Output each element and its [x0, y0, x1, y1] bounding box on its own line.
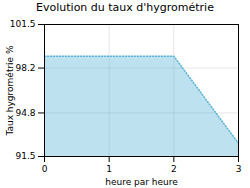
svg-text:94.8: 94.8 — [15, 108, 35, 118]
html-text:Evolution du taux d'hygrométri: Evolution du taux d'hygrométrie — [36, 1, 214, 14]
svg-text:1: 1 — [106, 164, 112, 174]
svg-text:91.5: 91.5 — [15, 151, 35, 161]
svg-text:101.5: 101.5 — [10, 19, 36, 29]
svg-text:Taux hygrométrie %: Taux hygrométrie % — [5, 45, 15, 137]
svg-text:98.2: 98.2 — [15, 63, 35, 73]
svg-text:0: 0 — [42, 164, 48, 174]
svg-text:heure par heure: heure par heure — [105, 177, 178, 187]
svg-text:3: 3 — [236, 164, 242, 174]
svg-text:2: 2 — [171, 164, 177, 174]
